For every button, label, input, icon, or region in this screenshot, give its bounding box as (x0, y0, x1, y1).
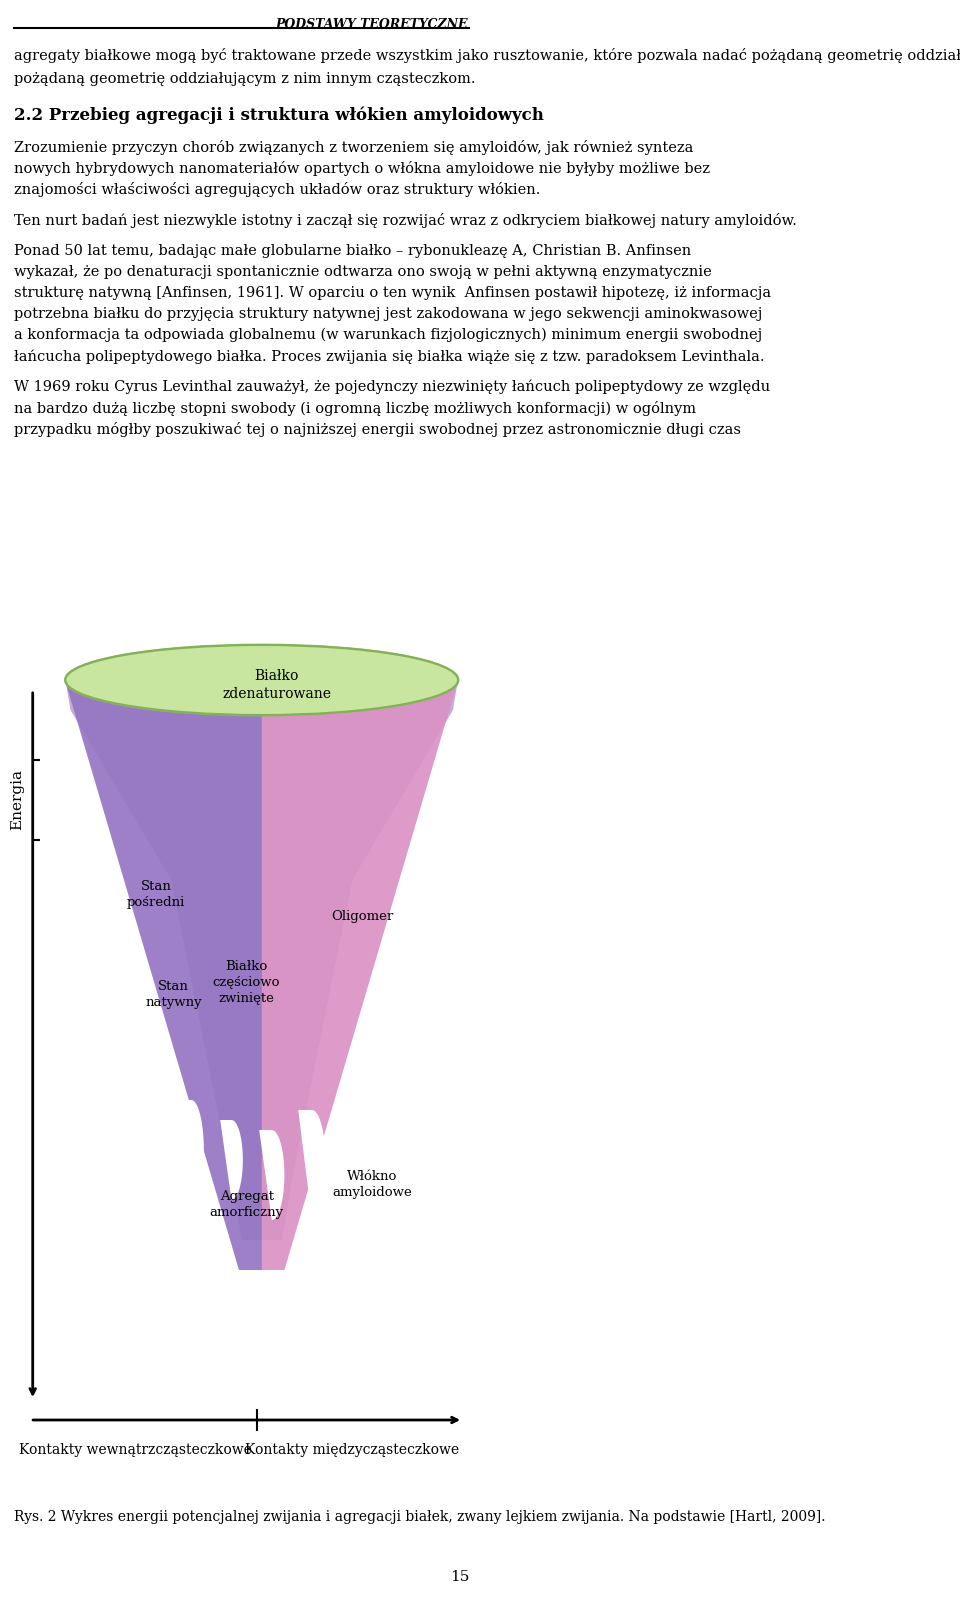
Polygon shape (299, 1110, 325, 1220)
Text: Energia: Energia (11, 770, 25, 830)
Text: znajomości właściwości agregujących układów oraz struktury włókien.: znajomości właściwości agregujących ukła… (14, 182, 540, 196)
Text: Rys. 2 Wykres energii potencjalnej zwijania i agregacji białek, zwany lejkiem zw: Rys. 2 Wykres energii potencjalnej zwija… (14, 1511, 826, 1524)
Polygon shape (65, 680, 458, 1239)
Text: pożądaną geometrię oddziałującym z nim innym cząsteczkom.: pożądaną geometrię oddziałującym z nim i… (14, 72, 475, 86)
Polygon shape (65, 680, 458, 1270)
Text: przypadku mógłby poszukiwać tej o najniższej energii swobodnej przez astronomicz: przypadku mógłby poszukiwać tej o najniż… (14, 422, 741, 438)
Polygon shape (259, 1131, 284, 1220)
Text: Włókno
amyloidowe: Włókno amyloidowe (332, 1171, 413, 1199)
Text: W 1969 roku Cyrus Levinthal zauważył, że pojedynczy niezwinięty łańcuch polipept: W 1969 roku Cyrus Levinthal zauważył, że… (14, 380, 770, 394)
Text: Stan
natywny: Stan natywny (145, 981, 202, 1009)
Text: Kontakty wewnątrzcząsteczkowe: Kontakty wewnątrzcząsteczkowe (19, 1444, 252, 1456)
Polygon shape (262, 680, 458, 1270)
Text: Ponad 50 lat temu, badając małe globularne białko – rybonukleazę A, Christian B.: Ponad 50 lat temu, badając małe globular… (14, 244, 691, 259)
Text: Oligomer: Oligomer (331, 910, 394, 923)
Ellipse shape (65, 645, 458, 715)
Text: łańcucha polipeptydowego białka. Proces zwijania się białka wiąże się z tzw. par: łańcucha polipeptydowego białka. Proces … (14, 350, 764, 364)
Polygon shape (146, 1080, 176, 1199)
Text: 15: 15 (449, 1570, 469, 1584)
Text: agregaty białkowe mogą być traktowane przede wszystkim jako rusztowanie, które p: agregaty białkowe mogą być traktowane pr… (14, 48, 960, 62)
Polygon shape (337, 1091, 368, 1220)
Polygon shape (220, 1119, 243, 1199)
Text: Zrozumienie przyczyn chorób związanych z tworzeniem się amyloidów, jak również s: Zrozumienie przyczyn chorób związanych z… (14, 141, 693, 155)
Text: 2.2 Przebieg agregacji i struktura włókien amyloidowych: 2.2 Przebieg agregacji i struktura włóki… (14, 107, 544, 125)
Text: Ten nurt badań jest niezwykle istotny i zaczął się rozwijać wraz z odkryciem bia: Ten nurt badań jest niezwykle istotny i … (14, 212, 797, 228)
Text: nowych hybrydowych nanomateriałów opartych o włókna amyloidowe nie byłyby możliw: nowych hybrydowych nanomateriałów oparty… (14, 161, 710, 176)
Polygon shape (65, 680, 262, 1270)
Text: potrzebna białku do przyjęcia struktury natywnej jest zakodowana w jego sekwencj: potrzebna białku do przyjęcia struktury … (14, 307, 762, 321)
Text: Białko
częściowo
zwinięte: Białko częściowo zwinięte (213, 960, 280, 1005)
Text: strukturę natywną [Anfinsen, 1961]. W oparciu o ten wynik  Anfinsen postawił hip: strukturę natywną [Anfinsen, 1961]. W op… (14, 286, 771, 300)
Text: Kontakty międzycząsteczkowe: Kontakty międzycząsteczkowe (245, 1444, 460, 1456)
Text: a konformacja ta odpowiada globalnemu (w warunkach fizjologicznych) minimum ener: a konformacja ta odpowiada globalnemu (w… (14, 327, 762, 342)
Polygon shape (179, 1100, 204, 1199)
Text: na bardzo dużą liczbę stopni swobody (i ogromną liczbę możliwych konformacji) w : na bardzo dużą liczbę stopni swobody (i … (14, 401, 696, 415)
Text: Stan
pośredni: Stan pośredni (127, 880, 185, 909)
Text: Agregat
amorficzny: Agregat amorficzny (209, 1190, 284, 1219)
Ellipse shape (65, 645, 458, 715)
Text: wykazał, że po denaturacji spontanicznie odtwarza ono swoją w pełni aktywną enzy: wykazał, że po denaturacji spontanicznie… (14, 265, 712, 279)
Text: PODSTAWY TEORETYCZNE: PODSTAWY TEORETYCZNE (276, 18, 468, 30)
Polygon shape (386, 1070, 419, 1180)
Text: Białko
zdenaturowane: Białko zdenaturowane (223, 669, 331, 701)
